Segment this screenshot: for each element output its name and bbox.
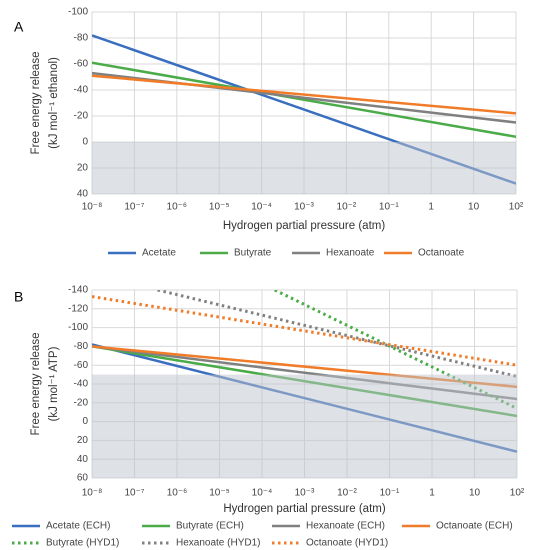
y-tick-label: 20 (77, 163, 89, 174)
x-tick-label: 10⁻⁶ (167, 202, 188, 213)
y-tick-label: -140 (68, 285, 88, 296)
legend-label: Butyrate (234, 248, 272, 259)
y-tick-label: -80 (74, 341, 89, 352)
legend-label: Octanoate (418, 248, 465, 259)
x-tick-label: 10⁻⁴ (252, 488, 273, 499)
series-line (92, 74, 516, 115)
x-tick-label: 10⁻⁸ (82, 488, 103, 499)
legend-label: Hexanoate (HYD1) (176, 538, 260, 549)
x-tick-label: 10² (509, 202, 524, 213)
x-tick-label: 10 (468, 202, 480, 213)
legend-label: Hexanoate (ECH) (306, 521, 385, 532)
x-axis-title: Hydrogen partial pressure (atm) (223, 220, 386, 232)
y-tick-label: -40 (74, 379, 89, 390)
legend-label: Octanoate (HYD1) (306, 538, 388, 549)
y-axis-title: Free energy release (30, 333, 42, 436)
y-tick-label: -20 (74, 397, 89, 408)
x-tick-label: 10⁻⁴ (251, 202, 272, 213)
shaded-region (92, 142, 516, 194)
legend-label: Octanoate (ECH) (436, 521, 513, 532)
y-axis-title: (kJ mol⁻¹ ATP) (48, 346, 60, 421)
x-tick-label: 10⁻⁷ (124, 202, 144, 213)
y-tick-label: -40 (74, 85, 89, 96)
y-tick-label: 20 (77, 435, 89, 446)
x-tick-label: 10² (510, 488, 525, 499)
x-tick-label: 10⁻⁷ (124, 488, 144, 499)
y-tick-label: -60 (74, 59, 89, 70)
shaded-region (92, 374, 517, 478)
legend-label: Acetate (142, 248, 176, 259)
series-line (157, 290, 517, 378)
x-axis-title: Hydrogen partial pressure (atm) (223, 503, 386, 515)
x-tick-label: 10⁻¹ (379, 202, 399, 213)
y-axis-title: Free energy release (30, 52, 42, 155)
x-tick-label: 10⁻³ (295, 488, 315, 499)
legend-label: Acetate (ECH) (46, 521, 110, 532)
y-tick-label: -60 (74, 360, 89, 371)
series-line (92, 61, 516, 139)
x-tick-label: 10⁻¹ (380, 488, 400, 499)
x-tick-label: 10⁻² (337, 488, 357, 499)
panel-label: B (14, 289, 23, 305)
x-tick-label: 1 (429, 488, 435, 499)
legend-label: Hexanoate (326, 248, 375, 259)
x-tick-label: 10⁻³ (294, 202, 314, 213)
y-tick-label: -100 (68, 322, 88, 333)
x-tick-label: 10⁻⁸ (82, 202, 103, 213)
panel-label: A (14, 19, 24, 35)
y-tick-label: -20 (74, 111, 89, 122)
y-tick-label: -80 (74, 33, 89, 44)
y-tick-label: 40 (77, 454, 89, 465)
y-tick-label: 40 (77, 189, 89, 200)
x-tick-label: 10⁻⁶ (167, 488, 188, 499)
legend-label: Butyrate (HYD1) (46, 538, 119, 549)
y-tick-label: -100 (68, 7, 88, 18)
legend-label: Butyrate (ECH) (176, 521, 244, 532)
x-tick-label: 10 (469, 488, 481, 499)
x-tick-label: 10⁻⁵ (209, 202, 230, 213)
y-tick-label: 60 (77, 473, 89, 484)
y-tick-label: -120 (68, 303, 88, 314)
y-axis-title: (kJ mol⁻¹ ethanol) (48, 57, 60, 149)
y-tick-label: 0 (82, 137, 88, 148)
x-tick-label: 1 (428, 202, 434, 213)
x-tick-label: 10⁻² (337, 202, 357, 213)
x-tick-label: 10⁻⁵ (209, 488, 230, 499)
y-tick-label: 0 (82, 416, 88, 427)
